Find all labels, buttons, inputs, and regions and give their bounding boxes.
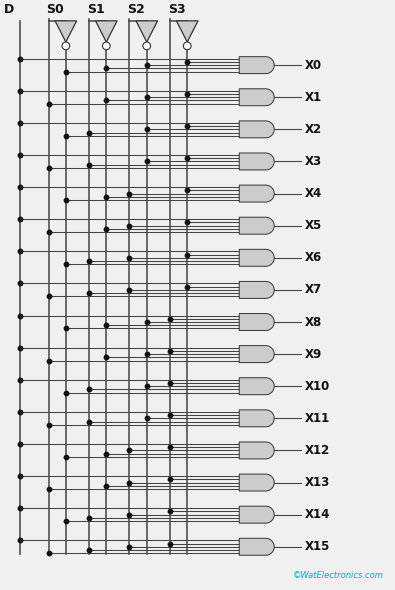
Polygon shape (239, 88, 274, 106)
Polygon shape (239, 250, 274, 266)
Text: S0: S0 (47, 3, 64, 16)
Polygon shape (239, 346, 274, 363)
Text: X13: X13 (305, 476, 330, 489)
Polygon shape (239, 153, 274, 170)
Text: X6: X6 (305, 251, 322, 264)
Polygon shape (239, 313, 274, 330)
Polygon shape (239, 185, 274, 202)
Polygon shape (55, 21, 77, 42)
Text: X9: X9 (305, 348, 322, 360)
Text: X15: X15 (305, 540, 330, 553)
Text: X0: X0 (305, 58, 322, 71)
Text: X11: X11 (305, 412, 330, 425)
Polygon shape (177, 21, 198, 42)
Polygon shape (239, 474, 274, 491)
Text: X2: X2 (305, 123, 322, 136)
Text: X4: X4 (305, 187, 322, 200)
Polygon shape (239, 281, 274, 299)
Circle shape (183, 42, 191, 50)
Circle shape (62, 42, 70, 50)
Text: X7: X7 (305, 283, 322, 296)
Polygon shape (96, 21, 117, 42)
Circle shape (143, 42, 150, 50)
Text: X10: X10 (305, 380, 330, 393)
Polygon shape (239, 506, 274, 523)
Polygon shape (239, 57, 274, 74)
Polygon shape (239, 410, 274, 427)
Polygon shape (239, 538, 274, 555)
Polygon shape (239, 442, 274, 459)
Text: S2: S2 (128, 3, 145, 16)
Text: X14: X14 (305, 508, 330, 521)
Text: S3: S3 (168, 3, 186, 16)
Text: X1: X1 (305, 91, 322, 104)
Text: X12: X12 (305, 444, 330, 457)
Polygon shape (239, 121, 274, 138)
Polygon shape (136, 21, 158, 42)
Text: X8: X8 (305, 316, 322, 329)
Polygon shape (239, 378, 274, 395)
Text: D: D (4, 3, 14, 16)
Text: ©WatElectronics.com: ©WatElectronics.com (293, 571, 384, 580)
Text: X3: X3 (305, 155, 322, 168)
Polygon shape (239, 217, 274, 234)
Circle shape (102, 42, 110, 50)
Text: X5: X5 (305, 219, 322, 232)
Text: S1: S1 (87, 3, 105, 16)
